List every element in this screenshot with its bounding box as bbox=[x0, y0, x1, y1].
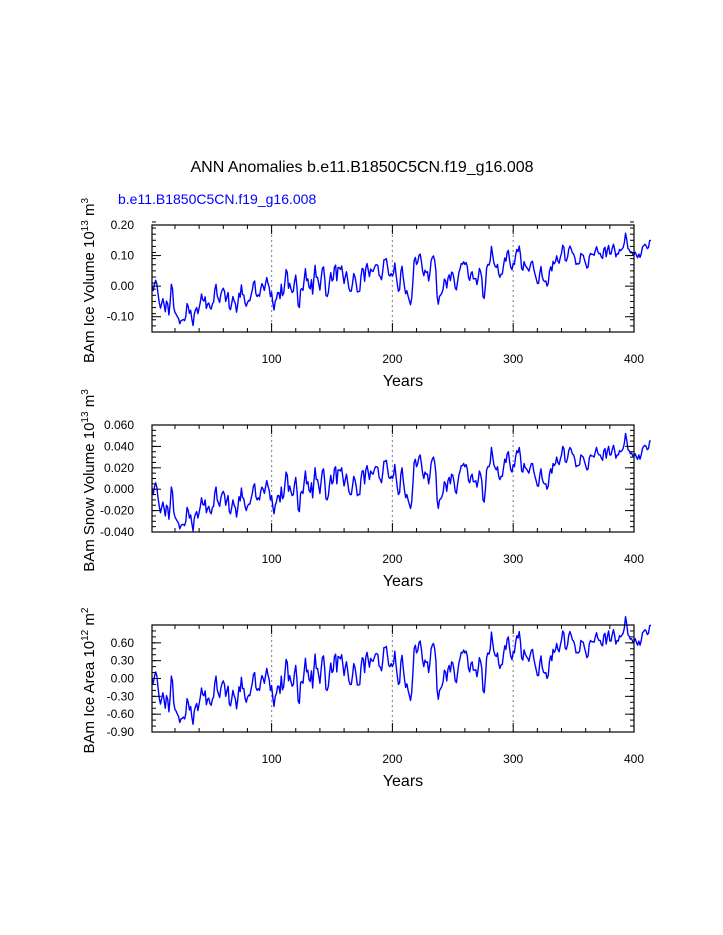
y-tick-label: 0.30 bbox=[111, 654, 135, 668]
y-tick-label: -0.30 bbox=[107, 689, 135, 703]
y-tick-label: 0.000 bbox=[104, 482, 134, 496]
y-axis-label-superscript: 3 bbox=[80, 198, 91, 204]
x-axis-label: Years bbox=[383, 373, 423, 390]
y-axis-label-superscript: 13 bbox=[80, 411, 91, 423]
chart-panels: 100 200 300 400 -0.10 0.00 0.10 0.20 Years BAm Ic… bbox=[80, 198, 652, 790]
y-axis-label-text: BAm Ice Volume 10 bbox=[81, 231, 98, 363]
y-axis-label: BAm Snow Volume 1013 m3 bbox=[80, 389, 98, 572]
y-tick-label: 0.60 bbox=[111, 636, 135, 650]
y-tick-label: 0.10 bbox=[111, 249, 135, 263]
x-axis-label: Years bbox=[383, 573, 423, 590]
data-series-line bbox=[151, 232, 652, 327]
data-series-line bbox=[151, 432, 651, 532]
x-tick-label: 200 bbox=[382, 552, 402, 566]
x-tick-label: 200 bbox=[382, 752, 402, 766]
y-axis-label-text: BAm Snow Volume 10 bbox=[81, 423, 98, 572]
data-series-line bbox=[151, 615, 652, 725]
y-axis-label: BAm Ice Volume 1013 m3 bbox=[80, 198, 98, 364]
y-axis-label: BAm Ice Area 1012 m2 bbox=[80, 607, 98, 753]
x-tick-label: 400 bbox=[624, 752, 644, 766]
chart-panel-3: 100 200 300 400 -0.90 -0.60 -0.30 0.00 0.30 0.60 Y… bbox=[80, 607, 652, 790]
y-axis-label-superscript: 13 bbox=[80, 220, 91, 232]
chart-panel-2: 100 200 300 400 -0.040 -0.020 0.000 0.020 0.040 0… bbox=[80, 389, 651, 590]
y-tick-label: 0.00 bbox=[111, 279, 135, 293]
x-tick-label: 300 bbox=[503, 352, 523, 366]
x-tick-label: 100 bbox=[262, 752, 282, 766]
y-tick-label: -0.020 bbox=[100, 504, 134, 518]
y-axis-label-text: m bbox=[81, 613, 98, 630]
x-tick-label: 400 bbox=[624, 352, 644, 366]
x-tick-label: 300 bbox=[503, 752, 523, 766]
x-tick-label: 100 bbox=[262, 352, 282, 366]
y-axis-label-text: m bbox=[81, 204, 98, 221]
y-tick-label: 0.020 bbox=[104, 461, 134, 475]
y-axis-label-text: BAm Ice Area 10 bbox=[81, 641, 98, 754]
y-tick-label: 0.00 bbox=[111, 672, 135, 686]
y-tick-label: 0.040 bbox=[104, 439, 134, 453]
x-tick-label: 200 bbox=[382, 352, 402, 366]
y-tick-label: -0.040 bbox=[100, 525, 134, 539]
x-tick-label: 100 bbox=[262, 552, 282, 566]
y-axis-label-superscript: 3 bbox=[80, 389, 91, 395]
x-tick-label: 300 bbox=[503, 552, 523, 566]
y-tick-label: -0.10 bbox=[107, 310, 135, 324]
y-tick-label: 0.20 bbox=[111, 218, 135, 232]
x-tick-label: 400 bbox=[624, 552, 644, 566]
chart-title: ANN Anomalies b.e11.B1850C5CN.f19_g16.00… bbox=[190, 159, 533, 176]
plot-frame bbox=[151, 224, 635, 333]
y-tick-label: -0.90 bbox=[107, 725, 135, 739]
y-axis-label-superscript: 12 bbox=[80, 629, 91, 641]
case-label: b.e11.B1850C5CN.f19_g16.008 bbox=[118, 191, 316, 207]
y-tick-label: 0.060 bbox=[104, 418, 134, 432]
y-axis-label-superscript: 2 bbox=[80, 607, 91, 613]
y-axis-label-text: m bbox=[81, 395, 98, 412]
x-axis-label: Years bbox=[383, 773, 423, 790]
y-tick-label: -0.60 bbox=[107, 707, 135, 721]
chart-panel-1: 100 200 300 400 -0.10 0.00 0.10 0.20 Years BAm Ic… bbox=[80, 198, 652, 390]
